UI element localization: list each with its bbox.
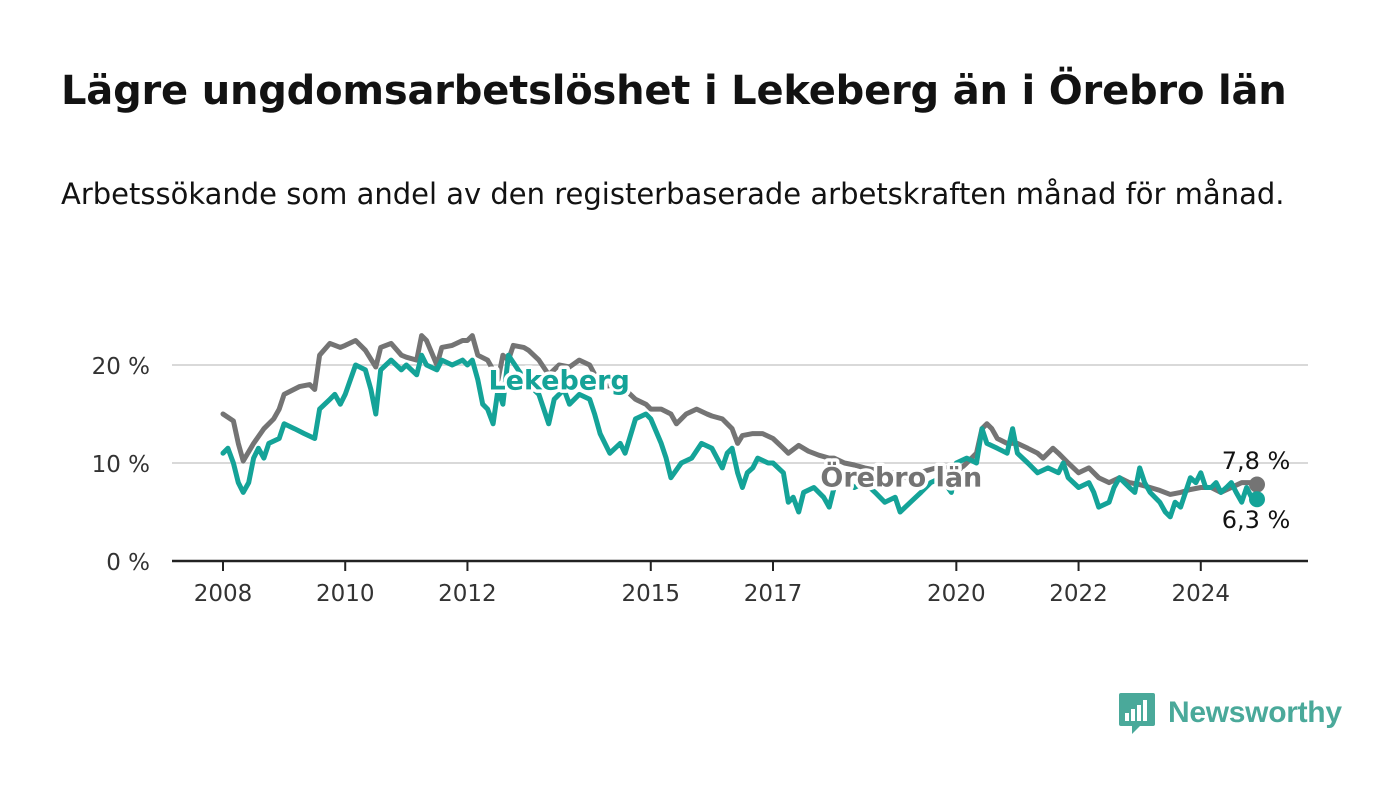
chart-subtitle: Arbetssökande som andel av den registerb…: [61, 177, 1285, 211]
series-line-lekeberg: [220, 352, 1260, 520]
series-label-orebro-lan: Örebro län: [820, 461, 982, 494]
series-lines: [220, 333, 1265, 520]
end-point-lekeberg: [1249, 491, 1265, 508]
brand-name: Newsworthy: [1168, 696, 1342, 729]
newsworthy-logo: Newsworthy: [1118, 690, 1342, 736]
y-tick-label: 20 %: [92, 354, 150, 380]
x-tick-label: 2017: [744, 581, 803, 607]
y-tick-label: 10 %: [92, 452, 150, 478]
end-value-labels: 7,8 % 6,3 %: [1222, 447, 1291, 534]
end-label-orebro-lan: 7,8 %: [1222, 447, 1291, 475]
y-tick-label: 0 %: [106, 550, 150, 576]
end-point-orebro-lan: [1249, 476, 1265, 493]
x-tick-label: 2012: [438, 581, 497, 607]
series-labels: Lekeberg Örebro län: [485, 362, 986, 497]
x-tick-label: 2020: [927, 581, 986, 607]
x-tick-label: 2015: [622, 581, 681, 607]
x-tick-label: 2010: [316, 581, 375, 607]
end-label-lekeberg: 6,3 %: [1222, 506, 1291, 534]
x-tick-label: 2008: [194, 581, 253, 607]
series-label-lekeberg: Lekeberg: [488, 366, 629, 397]
x-axis: 2008 2010 2012 2015 2017 2020 2022 2024: [172, 559, 1308, 607]
grid-lines: [172, 364, 1308, 464]
series-line-orebro-lan: [220, 333, 1260, 497]
x-tick-label: 2022: [1049, 581, 1108, 607]
y-axis-ticks: 0 % 10 % 20 %: [92, 354, 150, 576]
x-tick-label: 2024: [1172, 581, 1231, 607]
newsworthy-chart-icon: [1119, 693, 1155, 734]
chart-title: Lägre ungdomsarbetslöshet i Lekeberg än …: [61, 68, 1287, 114]
